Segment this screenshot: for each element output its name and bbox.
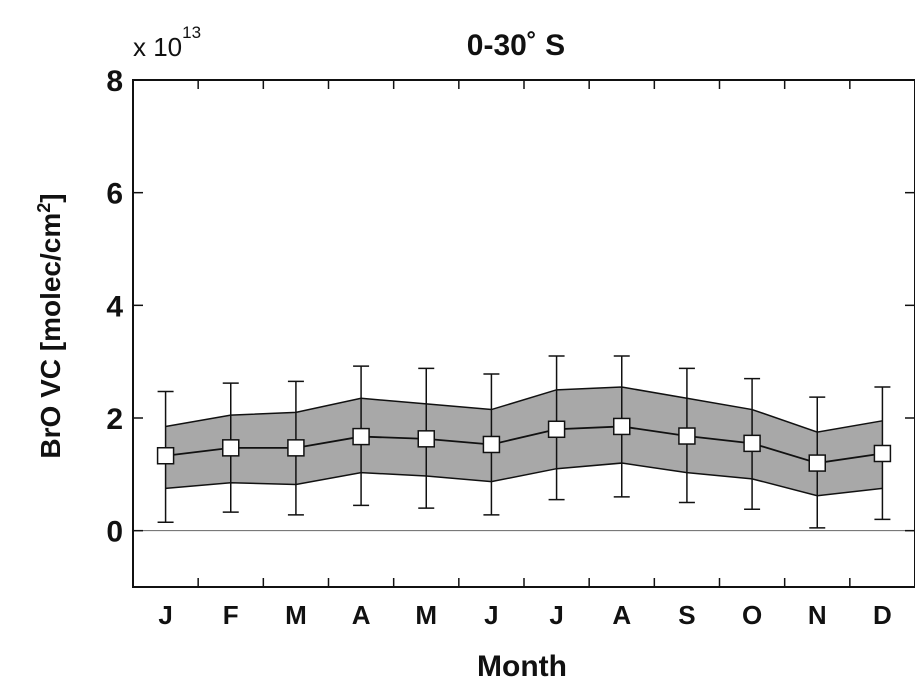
uncertainty-band (165, 387, 883, 496)
x-tick-label: J (549, 600, 563, 630)
x-tick-label: O (742, 600, 762, 630)
plot-frame (132, 79, 915, 588)
data-point-marker (678, 427, 696, 445)
y-tick-label: 8 (106, 65, 123, 98)
band-upper-line (165, 386, 883, 433)
y-axis-title-sup: 2 (34, 203, 54, 213)
data-point-marker (482, 435, 501, 454)
x-tick-label: J (158, 600, 172, 630)
x-tick-label: D (873, 600, 892, 630)
data-point-marker (743, 434, 761, 453)
x-tick-label: S (678, 600, 695, 630)
x-tick-label: M (415, 600, 437, 630)
data-point-marker (808, 454, 826, 472)
x-tick-label: A (612, 600, 631, 630)
axis-multiplier: x 1013 (133, 23, 201, 62)
y-axis-title-main: BrO VC [molec/cm (35, 213, 66, 459)
data-point-marker (156, 446, 175, 465)
y-axis-title-end: ] (35, 193, 66, 202)
x-tick-label: F (223, 600, 239, 630)
mean-line (165, 425, 883, 464)
y-tick-label: 0 (106, 516, 123, 549)
x-tick-label: J (484, 600, 498, 630)
x-tick-label: M (285, 600, 307, 630)
x-tick-label: N (808, 600, 827, 630)
y-tick-label: 6 (106, 178, 123, 211)
x-tick-label: A (352, 600, 371, 630)
data-point-marker (873, 444, 892, 463)
band-lower-line (165, 462, 883, 497)
data-point-marker (417, 430, 435, 448)
mean-line-layer (165, 425, 883, 464)
x-axis-title: Month (477, 650, 567, 683)
data-point-marker (352, 427, 370, 446)
data-point-marker (222, 439, 240, 457)
marker-layer (156, 417, 892, 472)
uncertainty-band-layer (165, 386, 883, 497)
data-point-marker (547, 420, 566, 439)
axes-layer: J F M A M J J A S O N D 0 2 4 6 8 (106, 65, 915, 630)
data-point-marker (287, 439, 305, 457)
axis-multiplier-power: 13 (182, 23, 201, 42)
axis-multiplier-base: x 10 (133, 32, 182, 62)
y-tick-label: 2 (106, 403, 123, 436)
y-tick-label: 4 (106, 290, 123, 323)
chart-title: 0-30˚ S (467, 29, 565, 62)
data-point-marker (613, 417, 631, 436)
y-axis-title: BrO VC [molec/cm2] (34, 193, 66, 458)
